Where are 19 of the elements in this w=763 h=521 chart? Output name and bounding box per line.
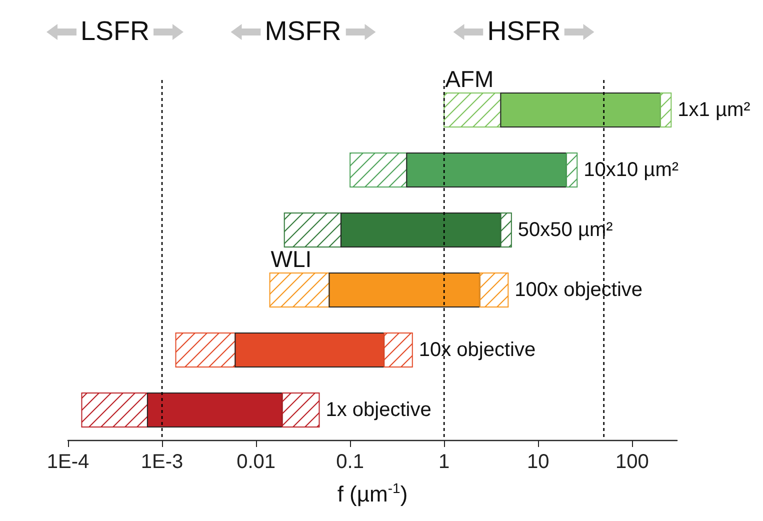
x-axis-title: f (µm$^{-1}$) [337, 480, 408, 508]
x-tick-label: 10 [526, 451, 550, 473]
x-tick-label: 1E-3 [140, 451, 184, 473]
text: HSFR [487, 16, 561, 47]
x-tick-label: 100 [615, 451, 649, 473]
x-tick-label: 1E-4 [46, 451, 90, 473]
x-tick-label: 1 [438, 451, 450, 473]
y-tick-label: 10x objective [418, 339, 536, 361]
text: LSFR [80, 16, 150, 47]
x-tick-label: 0.01 [236, 451, 276, 473]
y-tick-label: 100x objective [514, 279, 643, 301]
y-tick-label: 1x1 µm² [678, 99, 751, 121]
text: MSFR [264, 16, 342, 47]
annotation: WLI [270, 246, 312, 273]
y-tick-label: 10x10 µm² [584, 159, 679, 181]
annotation: AFM [445, 66, 494, 93]
y-tick-label: 50x50 µm² [518, 219, 614, 241]
y-tick-label: 1x objective [326, 399, 432, 421]
x-tick-label: 0.1 [336, 451, 364, 473]
